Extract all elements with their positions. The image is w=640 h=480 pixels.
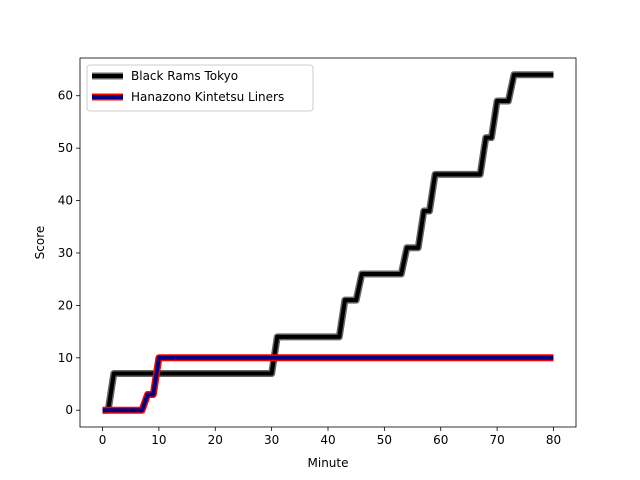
y-tick-label: 30 <box>58 246 73 260</box>
x-tick-label: 60 <box>433 433 448 447</box>
x-tick-label: 30 <box>264 433 279 447</box>
legend-entry-0: Black Rams Tokyo <box>131 69 238 83</box>
x-tick-label: 0 <box>99 433 107 447</box>
y-tick-label: 0 <box>65 403 73 417</box>
y-tick-label: 20 <box>58 298 73 312</box>
legend-box <box>86 64 314 112</box>
y-tick-label: 50 <box>58 141 73 155</box>
y-axis-ticks: 0 10 20 30 40 50 60 <box>58 89 80 417</box>
x-tick-label: 10 <box>151 433 166 447</box>
x-axis-label: Minute <box>308 456 349 470</box>
legend: Black Rams Tokyo Hanazono Kintetsu Liners <box>86 64 314 112</box>
series-lines <box>102 71 554 414</box>
x-tick-label: 40 <box>320 433 335 447</box>
series-line-1 <box>102 355 554 413</box>
y-tick-label: 10 <box>58 351 73 365</box>
series-line-outline-1 <box>102 354 554 414</box>
x-axis-ticks: 0 10 20 30 40 50 60 70 80 <box>99 427 561 447</box>
y-axis-label: Score <box>33 226 47 260</box>
y-tick-label: 40 <box>58 194 73 208</box>
x-tick-label: 20 <box>208 433 223 447</box>
x-tick-label: 80 <box>546 433 561 447</box>
x-tick-label: 70 <box>489 433 504 447</box>
x-tick-label: 50 <box>377 433 392 447</box>
y-tick-label: 60 <box>58 89 73 103</box>
legend-entry-1: Hanazono Kintetsu Liners <box>131 90 284 104</box>
